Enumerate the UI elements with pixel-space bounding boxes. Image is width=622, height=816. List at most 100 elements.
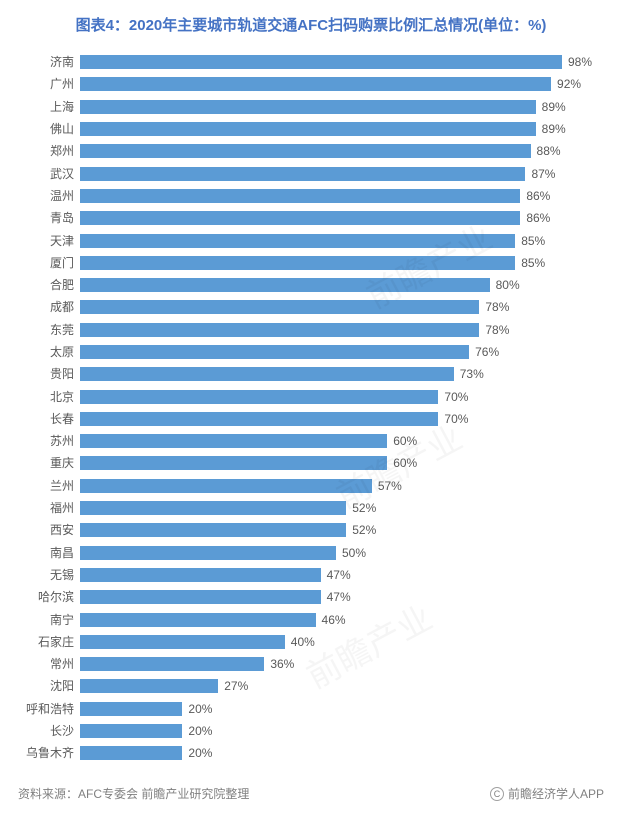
y-axis-label: 厦门 <box>8 257 74 269</box>
y-axis-label: 南昌 <box>8 547 74 559</box>
y-axis-label: 南宁 <box>8 614 74 626</box>
bar-track: 46% <box>80 608 592 630</box>
chart-row: 长春70% <box>80 408 592 430</box>
chart-row: 兰州57% <box>80 475 592 497</box>
bar-value-label: 76% <box>475 345 499 359</box>
bar <box>80 746 182 760</box>
bar-value-label: 70% <box>444 390 468 404</box>
bar-value-label: 27% <box>224 679 248 693</box>
bar-value-label: 20% <box>188 702 212 716</box>
bar-value-label: 78% <box>485 323 509 337</box>
bar-track: 57% <box>80 475 592 497</box>
chart-row: 乌鲁木齐20% <box>80 742 592 764</box>
bar <box>80 434 387 448</box>
chart-row: 贵阳73% <box>80 363 592 385</box>
bar-track: 89% <box>80 118 592 140</box>
bar <box>80 456 387 470</box>
y-axis-label: 上海 <box>8 101 74 113</box>
y-axis-label: 合肥 <box>8 279 74 291</box>
bar <box>80 55 562 69</box>
bar-value-label: 52% <box>352 501 376 515</box>
bar-track: 47% <box>80 586 592 608</box>
y-axis-label: 福州 <box>8 502 74 514</box>
bar-track: 76% <box>80 341 592 363</box>
bar-track: 80% <box>80 274 592 296</box>
chart-row: 佛山89% <box>80 118 592 140</box>
y-axis-label: 西安 <box>8 524 74 536</box>
chart-row: 南宁46% <box>80 608 592 630</box>
y-axis-label: 佛山 <box>8 123 74 135</box>
bar <box>80 523 346 537</box>
bar <box>80 122 536 136</box>
y-axis-label: 呼和浩特 <box>8 703 74 715</box>
chart-row: 长沙20% <box>80 720 592 742</box>
bar-track: 52% <box>80 497 592 519</box>
bar <box>80 256 515 270</box>
chart-row: 福州52% <box>80 497 592 519</box>
bar-track: 50% <box>80 542 592 564</box>
bar-track: 70% <box>80 385 592 407</box>
y-axis-label: 武汉 <box>8 168 74 180</box>
bar-track: 98% <box>80 51 592 73</box>
y-axis-label: 兰州 <box>8 480 74 492</box>
bar <box>80 345 469 359</box>
chart-row: 哈尔滨47% <box>80 586 592 608</box>
bar <box>80 323 479 337</box>
bar-value-label: 40% <box>291 635 315 649</box>
y-axis-label: 东莞 <box>8 324 74 336</box>
y-axis-label: 石家庄 <box>8 636 74 648</box>
bar-value-label: 89% <box>542 122 566 136</box>
bar-track: 89% <box>80 96 592 118</box>
y-axis-label: 重庆 <box>8 457 74 469</box>
bar-track: 27% <box>80 675 592 697</box>
bar-value-label: 46% <box>322 613 346 627</box>
bar <box>80 657 264 671</box>
bar <box>80 144 531 158</box>
bar-track: 52% <box>80 519 592 541</box>
bar <box>80 613 316 627</box>
bar-value-label: 85% <box>521 234 545 248</box>
y-axis-label: 青岛 <box>8 212 74 224</box>
bar-track: 85% <box>80 252 592 274</box>
chart-row: 沈阳27% <box>80 675 592 697</box>
bar <box>80 679 218 693</box>
bar <box>80 546 336 560</box>
bar-value-label: 89% <box>542 100 566 114</box>
bar <box>80 211 520 225</box>
bar <box>80 412 438 426</box>
bar <box>80 724 182 738</box>
chart-row: 济南98% <box>80 51 592 73</box>
y-axis-label: 常州 <box>8 658 74 670</box>
chart-row: 石家庄40% <box>80 631 592 653</box>
bar <box>80 568 321 582</box>
bar-track: 88% <box>80 140 592 162</box>
y-axis-label: 无锡 <box>8 569 74 581</box>
chart-row: 青岛86% <box>80 207 592 229</box>
bar-track: 20% <box>80 698 592 720</box>
bar-track: 20% <box>80 720 592 742</box>
bar-track: 85% <box>80 229 592 251</box>
y-axis-label: 苏州 <box>8 435 74 447</box>
bar-value-label: 36% <box>270 657 294 671</box>
bar-value-label: 60% <box>393 456 417 470</box>
chart-row: 呼和浩特20% <box>80 698 592 720</box>
bar-track: 47% <box>80 564 592 586</box>
y-axis-label: 沈阳 <box>8 680 74 692</box>
y-axis-label: 成都 <box>8 301 74 313</box>
y-axis-label: 哈尔滨 <box>8 591 74 603</box>
bar-track: 20% <box>80 742 592 764</box>
bar-value-label: 86% <box>526 211 550 225</box>
bar-track: 78% <box>80 296 592 318</box>
bar-value-label: 47% <box>327 590 351 604</box>
bar-value-label: 47% <box>327 568 351 582</box>
bar-track: 86% <box>80 207 592 229</box>
chart-row: 天津85% <box>80 229 592 251</box>
bar <box>80 234 515 248</box>
bar <box>80 100 536 114</box>
chart-area: 济南98%广州92%上海89%佛山89%郑州88%武汉87%温州86%青岛86%… <box>0 45 622 765</box>
bar-value-label: 20% <box>188 746 212 760</box>
chart-row: 厦门85% <box>80 252 592 274</box>
bar <box>80 479 372 493</box>
bar <box>80 390 438 404</box>
bar-value-label: 50% <box>342 546 366 560</box>
